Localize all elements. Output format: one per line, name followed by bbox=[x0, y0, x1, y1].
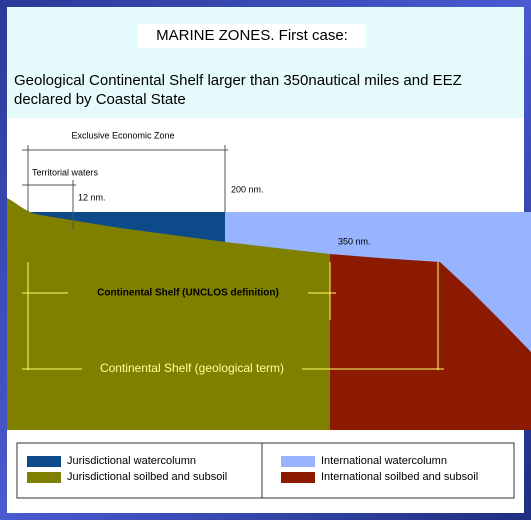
subtitle: Geological Continental Shelf larger than… bbox=[14, 72, 462, 89]
eez-label: Exclusive Economic Zone bbox=[71, 130, 174, 140]
legend-swatch bbox=[27, 472, 61, 483]
legend-label: International watercolumn bbox=[321, 455, 447, 467]
nm200-label: 200 nm. bbox=[231, 184, 264, 194]
legend-label: Jurisdictional soilbed and subsoil bbox=[67, 471, 227, 483]
legend-swatch bbox=[281, 472, 315, 483]
territorial-label: Territorial waters bbox=[32, 167, 99, 177]
title: MARINE ZONES. First case: bbox=[156, 27, 348, 44]
shelf-geo-label: Continental Shelf (geological term) bbox=[100, 361, 284, 375]
nm350-label: 350 nm. bbox=[338, 236, 371, 246]
nm12-label: 12 nm. bbox=[78, 192, 106, 202]
subtitle: declared by Coastal State bbox=[14, 91, 186, 108]
legend-label: Jurisdictional watercolumn bbox=[67, 455, 196, 467]
legend-swatch bbox=[27, 456, 61, 467]
page: MARINE ZONES. First case: Geological Con… bbox=[0, 0, 531, 520]
shelf-unclos-label: Continental Shelf (UNCLOS definition) bbox=[97, 288, 279, 299]
legend-label: International soilbed and subsoil bbox=[321, 471, 478, 483]
legend-swatch bbox=[281, 456, 315, 467]
